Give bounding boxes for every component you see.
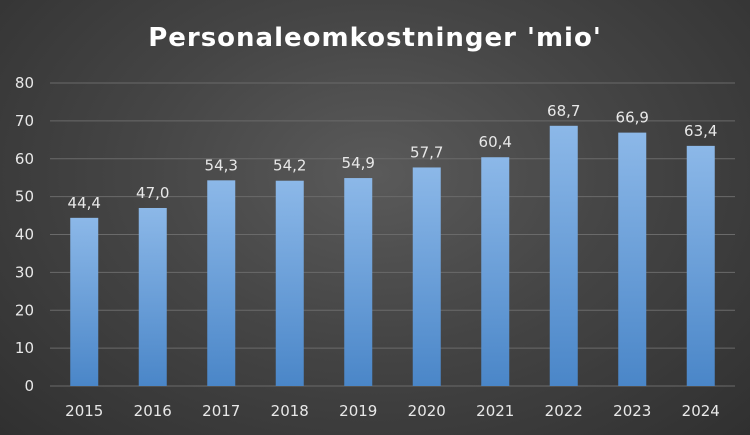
x-tick-label-2024: 2024: [682, 402, 720, 420]
bar-2016: [138, 207, 167, 386]
chart-title: Personaleomkostninger 'mio': [148, 23, 602, 53]
bar-2015: [70, 217, 99, 386]
data-label-2020: 57,7: [410, 143, 443, 161]
data-label-2023: 66,9: [616, 109, 649, 127]
bar-2023: [618, 132, 647, 386]
x-tick-label-2015: 2015: [65, 402, 103, 420]
x-tick-label-2019: 2019: [339, 402, 377, 420]
y-tick-label: 40: [15, 226, 34, 244]
bar-2024: [686, 145, 715, 386]
bar-2021: [481, 157, 510, 386]
data-label-2018: 54,2: [273, 157, 306, 175]
y-tick-label: 60: [15, 150, 34, 168]
y-tick-label: 20: [15, 301, 34, 319]
x-tick-label-2018: 2018: [271, 402, 309, 420]
data-label-2015: 44,4: [68, 194, 101, 212]
y-tick-label: 0: [24, 377, 34, 395]
y-tick-label: 80: [15, 74, 34, 92]
x-axis-ticks: 2015 2016 2017 2018 2019 2020 2021 2022 2023 2024: [65, 402, 720, 420]
x-tick-label-2021: 2021: [476, 402, 514, 420]
x-tick-label-2016: 2016: [134, 402, 172, 420]
y-tick-label: 70: [15, 112, 34, 130]
bar-2019: [344, 178, 373, 386]
y-tick-label: 30: [15, 263, 34, 281]
data-label-2021: 60,4: [479, 133, 512, 151]
x-tick-label-2020: 2020: [408, 402, 446, 420]
x-tick-label-2017: 2017: [202, 402, 240, 420]
bar-2018: [275, 180, 304, 386]
bar-2022: [549, 125, 578, 386]
bar-2017: [207, 180, 236, 386]
y-axis-ticks: 0 10 20 30 40 50 60 70 80: [15, 74, 34, 395]
x-tick-label-2022: 2022: [545, 402, 583, 420]
y-tick-label: 50: [15, 188, 34, 206]
y-tick-label: 10: [15, 339, 34, 357]
x-tick-label-2023: 2023: [613, 402, 651, 420]
bars: [70, 125, 715, 386]
data-label-2019: 54,9: [342, 154, 375, 172]
bar-2020: [412, 167, 441, 386]
data-label-2022: 68,7: [547, 102, 580, 120]
data-labels: 44,4 47,0 54,3 54,2 54,9 57,7 60,4 68,7 66,9 63,4: [68, 102, 718, 212]
data-label-2016: 47,0: [136, 184, 169, 202]
data-label-2017: 54,3: [205, 156, 238, 174]
data-label-2024: 63,4: [684, 122, 717, 140]
